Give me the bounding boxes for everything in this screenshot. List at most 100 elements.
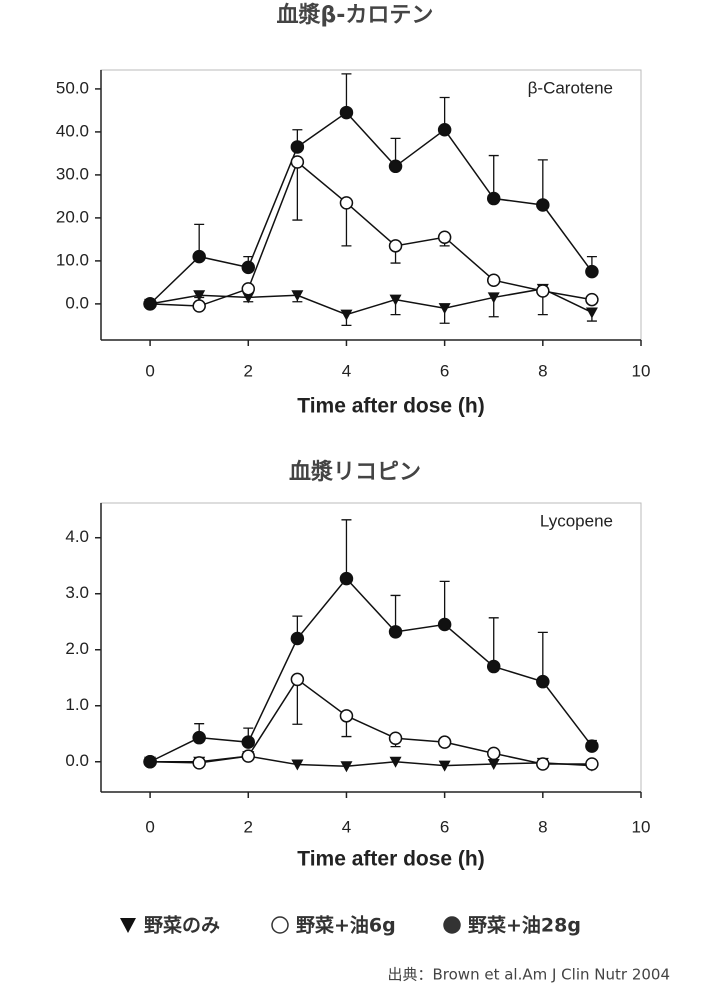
- error-bar: [537, 631, 548, 682]
- legend-symbol: [271, 916, 289, 934]
- y-tick-label: 40.0: [56, 121, 89, 140]
- marker: [437, 735, 452, 749]
- marker: [242, 292, 255, 304]
- marker: [241, 260, 256, 275]
- x-tick-label: 2: [244, 817, 253, 836]
- chart-title: 血漿リコピン: [289, 459, 421, 485]
- y-tick-label: 2.0: [65, 639, 89, 658]
- y-tick-label: 50.0: [56, 78, 89, 97]
- marker: [193, 290, 206, 302]
- x-tick-label: 6: [440, 361, 449, 380]
- marker: [487, 758, 500, 770]
- y-tick-label: 0.0: [65, 293, 89, 312]
- marker: [291, 759, 304, 771]
- legend-symbol: [443, 916, 461, 934]
- x-tick-label: 10: [632, 817, 651, 836]
- chart-title: 血漿β-カロテン: [277, 2, 434, 28]
- source: 出典：Brown et al.Am J Clin Nutr 2004: [388, 966, 671, 984]
- y-tick-label: 3.0: [65, 583, 89, 602]
- error-bar: [488, 154, 499, 199]
- x-axis-label: Time after dose (h): [297, 848, 484, 871]
- series-line: [150, 160, 593, 307]
- legend-label: 野菜のみ: [144, 914, 220, 937]
- marker: [486, 746, 501, 761]
- marker: [585, 264, 599, 279]
- marker: [437, 123, 452, 137]
- x-tick-label: 4: [342, 817, 351, 836]
- error-bar: [292, 679, 303, 725]
- marker: [340, 761, 353, 773]
- legend-label: 野菜+油28g: [468, 914, 581, 937]
- marker: [290, 155, 305, 169]
- marker: [290, 631, 305, 646]
- x-tick-label: 2: [244, 361, 253, 380]
- y-tick-label: 20.0: [56, 207, 89, 226]
- error-bar: [292, 162, 303, 221]
- marker: [290, 672, 305, 687]
- marker: [438, 760, 451, 772]
- series-line: [150, 678, 592, 765]
- y-tick-label: 4.0: [65, 527, 89, 546]
- marker: [291, 290, 304, 302]
- plot-frame: [100, 502, 642, 793]
- marker: [241, 735, 256, 749]
- series-line: [149, 288, 593, 316]
- marker: [192, 730, 206, 745]
- legend-label: 野菜+油6g: [296, 914, 396, 937]
- marker: [340, 309, 353, 321]
- legend-symbol: [120, 918, 136, 933]
- marker: [585, 307, 598, 319]
- y-tick-label: 0.0: [65, 751, 89, 770]
- marker: [438, 303, 451, 315]
- x-tick-label: 0: [145, 361, 154, 380]
- x-axis-label: Time after dose (h): [297, 395, 484, 418]
- marker: [536, 757, 550, 771]
- marker: [241, 282, 256, 296]
- marker: [290, 140, 305, 154]
- x-tick-label: 4: [342, 361, 351, 380]
- marker: [585, 292, 599, 307]
- y-tick-label: 10.0: [56, 250, 89, 269]
- marker: [437, 617, 452, 632]
- marker: [339, 709, 354, 723]
- plot-frame: [100, 69, 642, 341]
- marker: [192, 299, 206, 313]
- marker: [339, 105, 354, 120]
- marker: [339, 196, 354, 210]
- error-bar: [341, 519, 352, 579]
- marker: [486, 191, 501, 206]
- annotation: β-Carotene: [528, 78, 613, 97]
- x-tick-label: 10: [632, 361, 651, 380]
- marker: [536, 198, 550, 212]
- marker: [192, 756, 206, 770]
- marker: [536, 284, 550, 298]
- marker: [143, 755, 157, 769]
- marker: [486, 273, 501, 287]
- error-bar: [537, 159, 548, 205]
- marker: [487, 292, 500, 304]
- marker: [389, 294, 402, 306]
- marker: [143, 297, 157, 311]
- marker: [585, 757, 599, 771]
- marker: [486, 659, 501, 674]
- marker: [389, 756, 402, 768]
- series-line: [149, 577, 593, 763]
- marker: [536, 674, 550, 689]
- annotation: Lycopene: [540, 511, 613, 530]
- error-bar: [488, 617, 499, 667]
- marker: [388, 159, 403, 174]
- x-tick-label: 6: [440, 817, 449, 836]
- marker: [388, 239, 403, 253]
- marker: [192, 249, 206, 264]
- marker: [388, 731, 403, 745]
- error-bar: [439, 580, 450, 625]
- marker: [339, 571, 354, 586]
- marker: [585, 739, 599, 753]
- series-line: [149, 111, 593, 305]
- x-tick-label: 8: [538, 361, 547, 380]
- marker: [388, 625, 403, 639]
- y-tick-label: 1.0: [65, 695, 89, 714]
- y-tick-label: 30.0: [56, 164, 89, 183]
- marker: [241, 749, 256, 763]
